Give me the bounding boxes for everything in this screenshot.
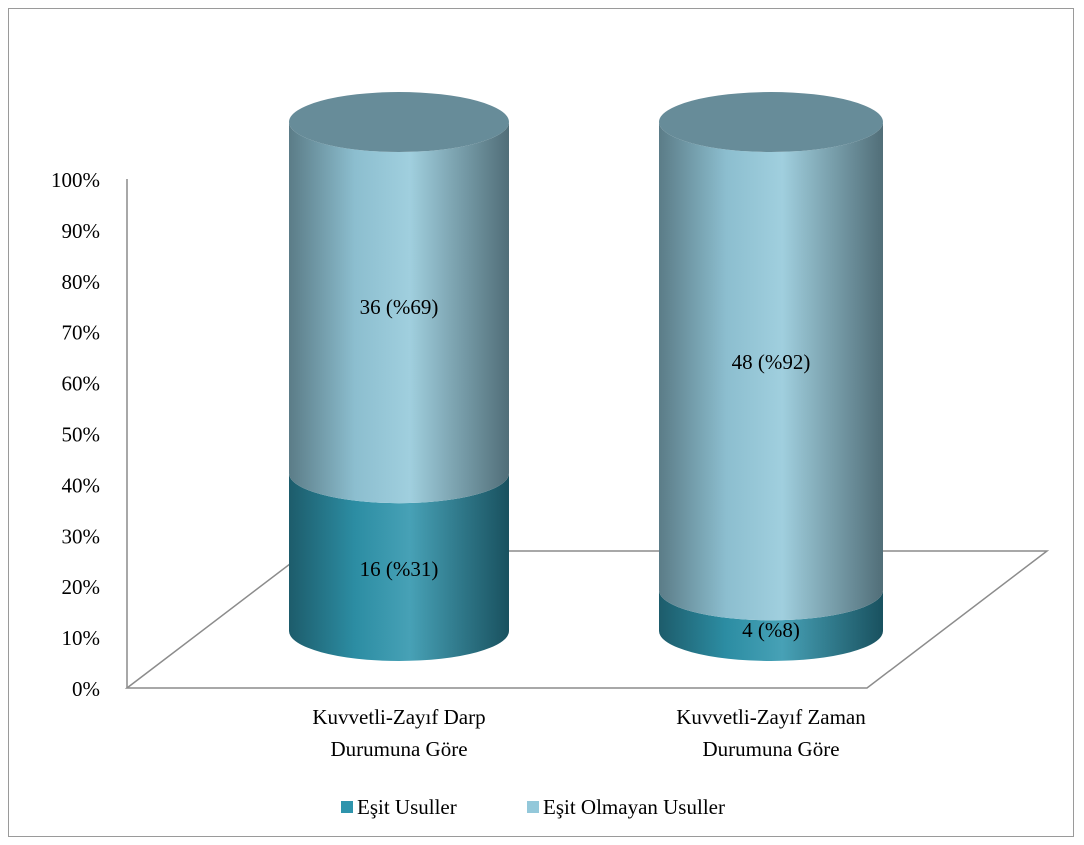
y-tick-label: 70% <box>62 321 101 345</box>
y-tick-label: 90% <box>62 219 101 243</box>
y-tick-label: 50% <box>62 423 101 447</box>
x-category-label: Durumuna Göre <box>702 737 839 761</box>
y-tick-label: 100% <box>51 168 100 192</box>
cylinder-0 <box>289 92 509 661</box>
y-tick-label: 30% <box>62 524 101 548</box>
legend-label: Eşit Olmayan Usuller <box>543 795 725 819</box>
y-tick-label: 80% <box>62 270 101 294</box>
cylinder-segment-eşit-usuller <box>289 473 509 661</box>
cylinder-top-cap <box>659 92 883 152</box>
chart-floor <box>124 550 1050 689</box>
y-tick-label: 20% <box>62 575 101 599</box>
x-category-label: Kuvvetli-Zayıf Zaman <box>676 705 866 729</box>
data-label: 48 (%92) <box>732 350 811 374</box>
chart-frame: 0% 10% 20% 30% 40% 50% 60% 70% 80% 90% 100% 16 (%31… <box>8 8 1074 837</box>
x-category-label: Durumuna Göre <box>330 737 467 761</box>
legend-label: Eşit Usuller <box>357 795 457 819</box>
chart-plot: 0% 10% 20% 30% 40% 50% 60% 70% 80% 90% 100% 16 (%31… <box>51 92 1050 819</box>
data-label: 16 (%31) <box>360 557 439 581</box>
cylinder-segment-eşit-olmayan-usuller <box>289 122 509 504</box>
y-tick-label: 60% <box>62 372 101 396</box>
cylinder-1 <box>659 92 883 661</box>
y-tick-label: 40% <box>62 473 101 497</box>
data-label: 36 (%69) <box>360 295 439 319</box>
legend-swatch <box>527 801 539 813</box>
data-label: 4 (%8) <box>742 618 800 642</box>
cylinder-top-cap <box>289 92 509 152</box>
y-tick-label: 0% <box>72 677 100 701</box>
cylinder-segment-eşit-usuller <box>659 590 883 661</box>
y-tick-label: 10% <box>62 626 101 650</box>
legend-swatch <box>341 801 353 813</box>
x-category-label: Kuvvetli-Zayıf Darp <box>312 705 485 729</box>
cylinder-segment-eşit-olmayan-usuller <box>659 122 883 621</box>
